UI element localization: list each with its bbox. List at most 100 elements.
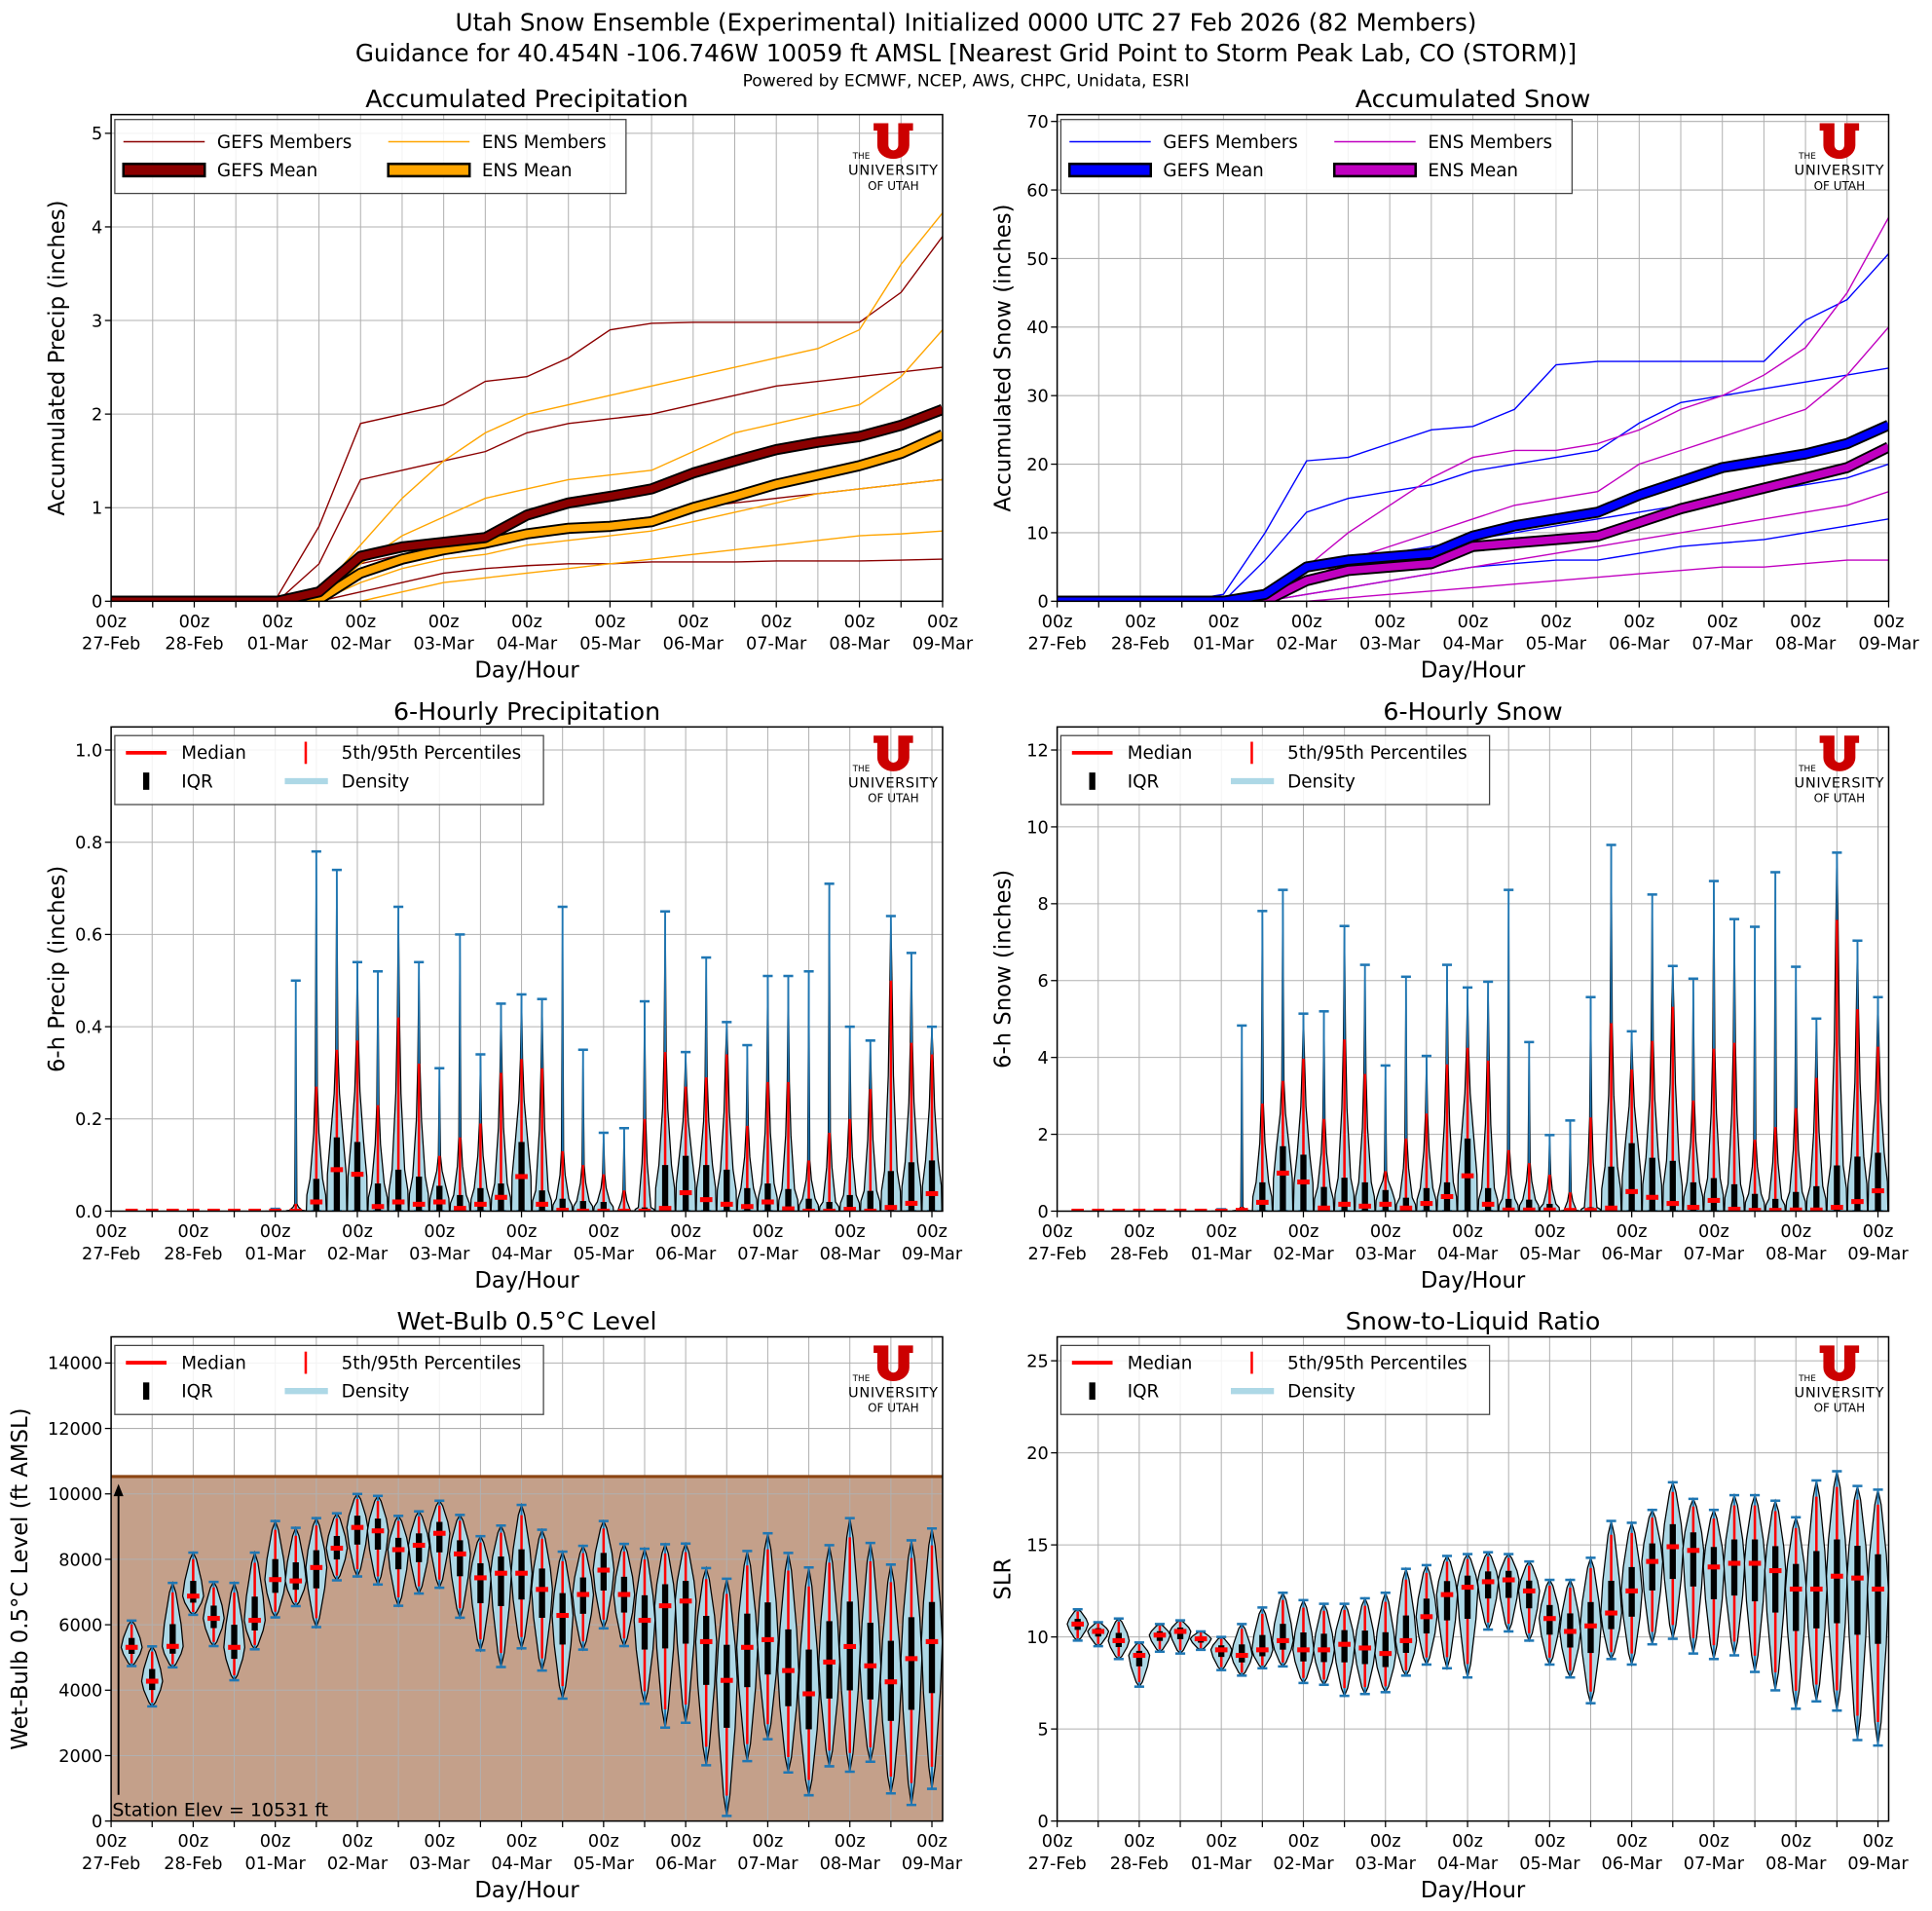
- violin-iqr: [1526, 1199, 1533, 1212]
- y-axis-label: Accumulated Snow (inches): [991, 205, 1017, 512]
- violin-iqr: [805, 1649, 812, 1730]
- y-tick-label: 30: [1026, 388, 1049, 407]
- plot-area: [125, 849, 943, 1212]
- violin-iqr: [559, 1198, 566, 1212]
- violin: [1333, 1602, 1356, 1698]
- violin-median: [1358, 1203, 1372, 1209]
- violin-iqr: [1300, 1631, 1307, 1662]
- violin-iqr: [374, 1518, 382, 1550]
- violin-iqr: [1402, 1197, 1410, 1212]
- violin: [1743, 1492, 1766, 1673]
- violin-iqr: [1649, 1157, 1655, 1212]
- plot-area: [1066, 1470, 1889, 1747]
- violin-iqr: [1710, 1547, 1718, 1599]
- x-tick-day-label: 27-Feb: [1027, 635, 1086, 655]
- x-tick-hour-label: 00z: [1780, 1222, 1811, 1242]
- violin-median: [1318, 1205, 1330, 1211]
- x-tick-hour-label: 00z: [1370, 1222, 1401, 1242]
- violin-median: [187, 1208, 200, 1212]
- legend-label: Median: [1128, 1353, 1193, 1373]
- violin-iqr: [1834, 1539, 1840, 1624]
- violin-median: [597, 1567, 611, 1573]
- violin-iqr: [1649, 1543, 1655, 1591]
- y-tick-label: 0.0: [75, 1203, 102, 1222]
- violin-median: [1399, 1637, 1413, 1643]
- x-tick-day-label: 01-Mar: [1191, 1855, 1252, 1874]
- violin-iqr: [251, 1596, 258, 1630]
- y-tick-label: 6000: [58, 1616, 102, 1635]
- x-tick-day-label: 02-Mar: [330, 635, 391, 655]
- x-tick-hour-label: 00z: [1288, 1832, 1319, 1852]
- violin-iqr: [292, 1562, 299, 1591]
- legend-iqr-swatch: [142, 772, 150, 790]
- violin: [654, 910, 676, 1212]
- y-tick-label: 6: [1037, 972, 1048, 992]
- violin: [921, 1025, 943, 1212]
- legend-label: 5th/95th Percentiles: [342, 1353, 522, 1373]
- violin-median: [1646, 1194, 1659, 1200]
- violin-iqr: [703, 1165, 710, 1212]
- x-tick-hour-label: 00z: [260, 1222, 291, 1242]
- violin: [490, 1523, 512, 1668]
- y-tick-label: 60: [1026, 181, 1049, 201]
- violin-iqr: [785, 1629, 792, 1706]
- x-tick-hour-label: 00z: [1042, 1222, 1073, 1242]
- violin-median: [884, 1205, 898, 1211]
- violin-iqr: [1135, 1650, 1143, 1667]
- x-tick-day-label: 03-Mar: [1359, 635, 1421, 655]
- member-line-ens: [111, 530, 943, 602]
- violin: [1539, 1134, 1561, 1212]
- violin-iqr: [1341, 1178, 1348, 1212]
- x-axis-label: Day/Hour: [474, 658, 579, 684]
- violin-iqr: [744, 1187, 751, 1212]
- violin: [633, 1546, 656, 1705]
- x-tick-hour-label: 00z: [1124, 1832, 1155, 1852]
- violin-median: [1173, 1629, 1187, 1634]
- violin-median: [1564, 1629, 1577, 1634]
- violin-iqr: [867, 1623, 873, 1700]
- x-tick-day-label: 02-Mar: [1277, 635, 1338, 655]
- x-tick-day-label: 27-Feb: [82, 635, 140, 655]
- violin-median: [1625, 1188, 1638, 1194]
- violin-median: [556, 1208, 570, 1212]
- violin-median: [474, 1201, 487, 1207]
- violin-median: [617, 1208, 631, 1212]
- violin: [674, 1541, 697, 1725]
- x-tick-hour-label: 00z: [1707, 613, 1738, 632]
- violin-iqr: [1505, 1198, 1512, 1212]
- violin-median: [432, 1530, 446, 1536]
- violin: [1744, 925, 1765, 1212]
- violin-iqr: [477, 1562, 484, 1603]
- violin: [798, 1565, 820, 1797]
- violin: [592, 1519, 615, 1630]
- x-tick-hour-label: 00z: [1616, 1832, 1648, 1852]
- violin-median: [454, 1551, 466, 1556]
- violin-median: [1379, 1201, 1393, 1207]
- violin: [140, 1645, 164, 1708]
- violin-median: [1646, 1558, 1659, 1564]
- y-tick-label: 20: [1026, 456, 1049, 475]
- y-tick-label: 5: [1037, 1720, 1048, 1740]
- x-tick-day-label: 04-Mar: [491, 1855, 552, 1874]
- violin-median: [658, 1206, 672, 1212]
- x-tick-day-label: 06-Mar: [1609, 635, 1670, 655]
- legend-box: [1059, 119, 1574, 195]
- member-line-ens: [1057, 559, 1889, 602]
- violin-iqr: [1793, 1191, 1800, 1212]
- violin-median: [1461, 1173, 1474, 1179]
- violin: [1374, 1591, 1397, 1694]
- violin-iqr: [744, 1613, 751, 1688]
- violin-iqr: [1526, 1580, 1533, 1609]
- x-tick-hour-label: 00z: [342, 1832, 373, 1852]
- violin-median: [1666, 1201, 1680, 1207]
- x-tick-day-label: 27-Feb: [1027, 1245, 1086, 1264]
- panel-6-hourly-snow: 0 2 4 6 8 10 12 00z 27-Feb 00z 28-Feb 00z 01-Mar 00z 0…: [991, 697, 1910, 1293]
- x-tick-hour-label: 00z: [844, 613, 875, 632]
- legend-swatch-thick: [1332, 162, 1417, 178]
- y-axis-label: Accumulated Precip (inches): [45, 200, 70, 515]
- violin: [1620, 1520, 1643, 1667]
- member-line-gefs: [111, 366, 943, 602]
- violin: [1354, 963, 1376, 1212]
- violin-median: [1112, 1208, 1126, 1212]
